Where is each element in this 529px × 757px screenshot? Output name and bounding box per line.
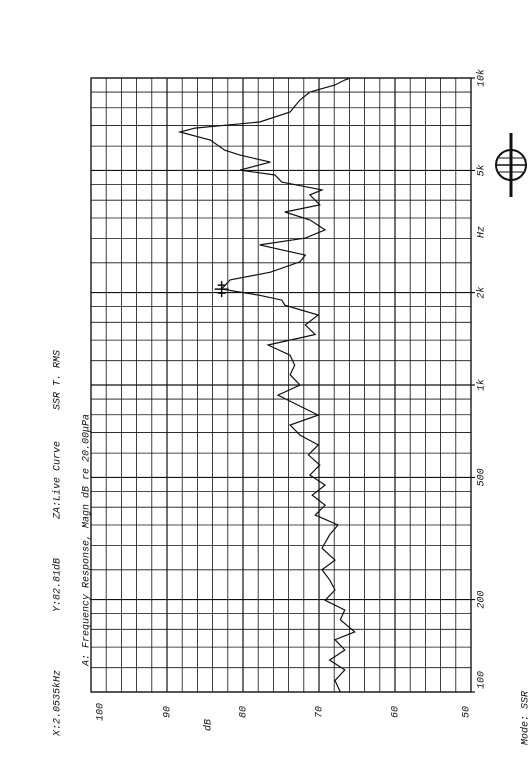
x-tick-label: 100 (477, 671, 488, 689)
x-tick-label: 2k (476, 287, 488, 299)
x-tick-label: 1k (476, 379, 488, 391)
cursor (214, 281, 229, 298)
y-tick-label: 90 (163, 706, 174, 718)
response-line (177, 77, 356, 693)
chart-title: A: Frequency Response, Magn dB re 20.00μ… (81, 414, 93, 667)
y-tick-label: 60 (391, 706, 402, 718)
y-axis-label: dB (203, 719, 215, 731)
y-tick-label: 100 (96, 703, 107, 721)
x-tick-label: 200 (477, 591, 488, 609)
y-tick-label: 80 (239, 706, 250, 718)
header-text: ZA:Live Curve (52, 441, 64, 520)
header-text: SSR T. RMS (53, 350, 64, 410)
logo (495, 133, 527, 197)
x-tick-label: 10k (476, 69, 488, 87)
x-axis-label: Hz (477, 226, 488, 238)
x-tick-label: 500 (477, 468, 488, 486)
plot-frame (90, 77, 472, 693)
header-text: X:2.0535kHz (52, 670, 64, 737)
header-text: Y:82.81dB (52, 558, 64, 612)
y-tick-label: 50 (462, 706, 473, 718)
mode-label: Mode: SSR (520, 691, 529, 745)
x-tick-label: 5k (476, 164, 488, 176)
y-tick-label: 70 (315, 706, 326, 718)
